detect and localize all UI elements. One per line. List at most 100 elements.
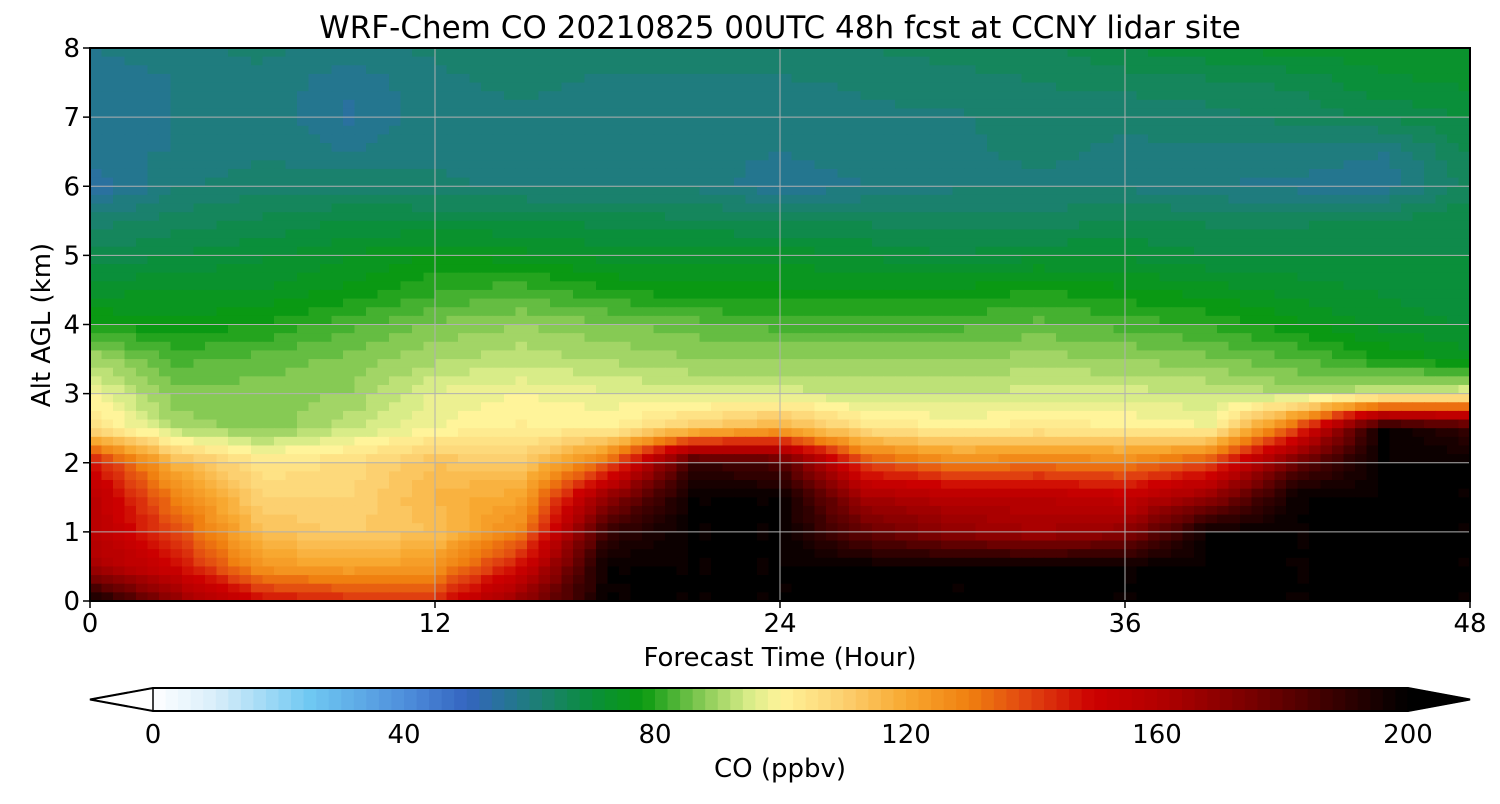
heatmap-cell bbox=[952, 82, 965, 92]
heatmap-cell bbox=[1286, 125, 1299, 136]
heatmap-cell bbox=[676, 99, 689, 110]
heatmap-cell bbox=[803, 315, 816, 326]
heatmap-cell bbox=[745, 108, 758, 118]
heatmap-cell bbox=[1125, 393, 1138, 403]
heatmap-cell bbox=[711, 350, 724, 360]
heatmap-cell bbox=[1194, 194, 1207, 205]
heatmap-cell bbox=[1320, 65, 1333, 75]
heatmap-cell bbox=[1309, 307, 1322, 317]
heatmap-cell bbox=[676, 194, 689, 205]
heatmap-cell bbox=[1136, 177, 1149, 187]
heatmap-cell bbox=[1182, 82, 1195, 92]
heatmap-cell bbox=[320, 402, 333, 412]
heatmap-cell bbox=[768, 82, 781, 92]
heatmap-cell bbox=[860, 255, 873, 265]
heatmap-cell bbox=[1194, 229, 1207, 239]
heatmap-cell bbox=[630, 238, 643, 248]
heatmap-cell bbox=[101, 91, 114, 101]
heatmap-cell bbox=[803, 255, 816, 265]
heatmap-cell bbox=[952, 255, 965, 265]
heatmap-cell bbox=[182, 91, 195, 101]
heatmap-cell bbox=[699, 56, 712, 66]
heatmap-cell bbox=[308, 324, 321, 334]
heatmap-cell bbox=[619, 99, 632, 110]
heatmap-cell bbox=[1343, 324, 1356, 334]
heatmap-cell bbox=[757, 212, 770, 222]
heatmap-cell bbox=[400, 125, 413, 136]
heatmap-cell bbox=[136, 194, 149, 205]
heatmap-cell bbox=[492, 298, 505, 308]
heatmap-cell bbox=[561, 315, 574, 326]
heatmap-cell bbox=[1079, 264, 1092, 274]
heatmap-cell bbox=[642, 264, 655, 274]
heatmap-cell bbox=[228, 367, 241, 377]
heatmap-cell bbox=[745, 212, 758, 222]
heatmap-cell bbox=[757, 376, 770, 386]
heatmap-cell bbox=[1366, 220, 1379, 231]
heatmap-cell bbox=[1274, 108, 1287, 118]
heatmap-cell bbox=[159, 134, 172, 144]
heatmap-cell bbox=[1401, 393, 1414, 403]
heatmap-cell bbox=[1182, 272, 1195, 282]
heatmap-cell bbox=[745, 315, 758, 326]
heatmap-cell bbox=[768, 238, 781, 248]
heatmap-cell bbox=[711, 367, 724, 377]
heatmap-cell bbox=[1090, 194, 1103, 205]
heatmap-cell bbox=[90, 220, 103, 231]
heatmap-cell bbox=[688, 350, 701, 360]
heatmap-cell bbox=[1056, 324, 1069, 334]
heatmap-cell bbox=[573, 160, 586, 170]
heatmap-cell bbox=[1044, 220, 1057, 231]
heatmap-cell bbox=[550, 341, 563, 352]
heatmap-cell bbox=[952, 229, 965, 239]
heatmap-cell bbox=[1309, 238, 1322, 248]
heatmap-cell bbox=[228, 333, 241, 343]
heatmap-cell bbox=[1412, 186, 1425, 196]
heatmap-cell bbox=[193, 117, 206, 127]
heatmap-cell bbox=[1033, 125, 1046, 136]
heatmap-cell bbox=[400, 238, 413, 248]
heatmap-cell bbox=[1090, 341, 1103, 352]
heatmap-cell bbox=[193, 289, 206, 300]
heatmap-cell bbox=[446, 177, 459, 187]
heatmap-cell bbox=[906, 160, 919, 170]
heatmap-cell bbox=[435, 82, 448, 92]
heatmap-cell bbox=[136, 177, 149, 187]
heatmap-cell bbox=[1458, 367, 1470, 377]
heatmap-cell bbox=[366, 82, 379, 92]
heatmap-cell bbox=[1033, 212, 1046, 222]
heatmap-cell bbox=[550, 255, 563, 265]
heatmap-cell bbox=[918, 151, 931, 161]
heatmap-cell bbox=[630, 376, 643, 386]
heatmap-cell bbox=[469, 384, 482, 395]
heatmap-cell bbox=[826, 384, 839, 395]
heatmap-cell bbox=[262, 65, 275, 75]
heatmap-cell bbox=[147, 376, 160, 386]
heatmap-cell bbox=[642, 160, 655, 170]
heatmap-cell bbox=[481, 177, 494, 187]
heatmap-cell bbox=[1228, 56, 1241, 66]
heatmap-cell bbox=[504, 255, 517, 265]
heatmap-cell bbox=[619, 384, 632, 395]
heatmap-cell bbox=[354, 238, 367, 248]
heatmap-cell bbox=[320, 367, 333, 377]
heatmap-cell bbox=[1079, 229, 1092, 239]
heatmap-cell bbox=[826, 220, 839, 231]
heatmap-cell bbox=[136, 289, 149, 300]
heatmap-cell bbox=[1228, 315, 1241, 326]
heatmap-cell bbox=[906, 281, 919, 291]
heatmap-cell bbox=[745, 73, 758, 84]
heatmap-cell bbox=[1378, 289, 1391, 300]
heatmap-cell bbox=[193, 255, 206, 265]
heatmap-cell bbox=[469, 393, 482, 403]
heatmap-cell bbox=[1412, 289, 1425, 300]
heatmap-cell bbox=[814, 134, 827, 144]
heatmap-cell bbox=[791, 298, 804, 308]
heatmap-cell bbox=[527, 160, 540, 170]
heatmap-cell bbox=[607, 402, 620, 412]
heatmap-cell bbox=[193, 82, 206, 92]
heatmap-cell bbox=[1113, 134, 1126, 144]
heatmap-cell bbox=[515, 402, 528, 412]
heatmap-cell bbox=[952, 376, 965, 386]
heatmap-cell bbox=[446, 73, 459, 84]
